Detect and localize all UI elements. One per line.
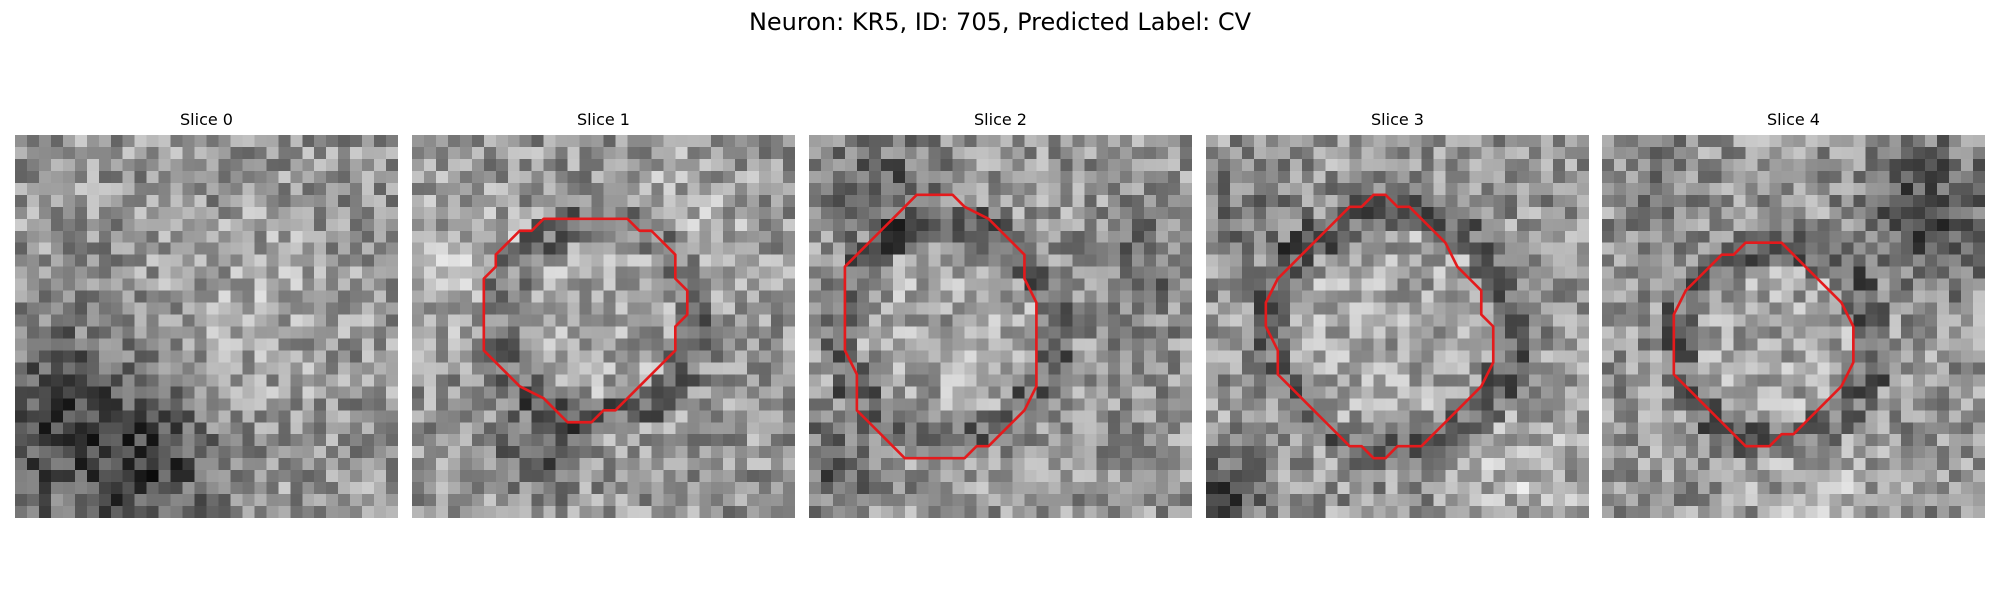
slice-image [1206,135,1589,518]
slice-label: Slice 4 [1767,110,1820,129]
cell-contour-outline [482,217,689,424]
slice-image [809,135,1192,518]
slice-panel-1: Slice 1 [412,108,795,518]
slice-panel-3: Slice 3 [1206,108,1589,518]
cell-contour-outline [843,193,1038,460]
slice-image [15,135,398,518]
figure-title: Neuron: KR5, ID: 705, Predicted Label: C… [748,8,1252,36]
slice-panel-0: Slice 0 [15,108,398,518]
cell-contour-outline [1672,241,1855,448]
slice-panel-2: Slice 2 [809,108,1192,518]
slice-label: Slice 0 [180,110,233,129]
slice-label: Slice 2 [974,110,1027,129]
slice-label: Slice 1 [577,110,630,129]
slice-image [412,135,795,518]
slice-label: Slice 3 [1371,110,1424,129]
slice-panel-4: Slice 4 [1602,108,1985,518]
cell-contour-outline [1264,193,1495,460]
slice-image [1602,135,1985,518]
